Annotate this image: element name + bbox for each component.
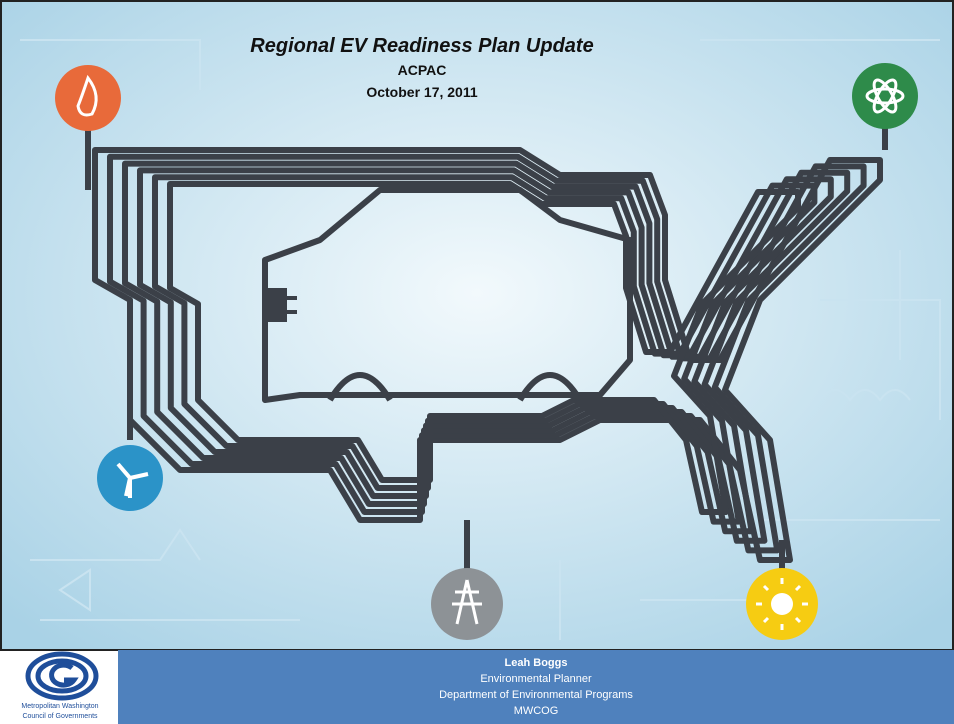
department: Department of Environmental Programs (439, 689, 633, 701)
slide-subtitle: ACPAC (398, 62, 447, 78)
logo-text: Metropolitan Washington (21, 703, 98, 710)
slide: Regional EV Readiness Plan Update ACPAC … (0, 0, 954, 724)
organization: MWCOG (514, 705, 559, 717)
page: Regional EV Readiness Plan Update ACPAC … (0, 0, 954, 724)
slide-date: October 17, 2011 (366, 84, 478, 100)
presenter: Leah Boggs (505, 657, 568, 669)
atom-icon (852, 63, 918, 129)
slide-title: Regional EV Readiness Plan Update (250, 35, 593, 57)
fire-icon (55, 65, 121, 131)
role: Environmental Planner (480, 673, 592, 685)
logo-text: Council of Governments (22, 713, 98, 720)
